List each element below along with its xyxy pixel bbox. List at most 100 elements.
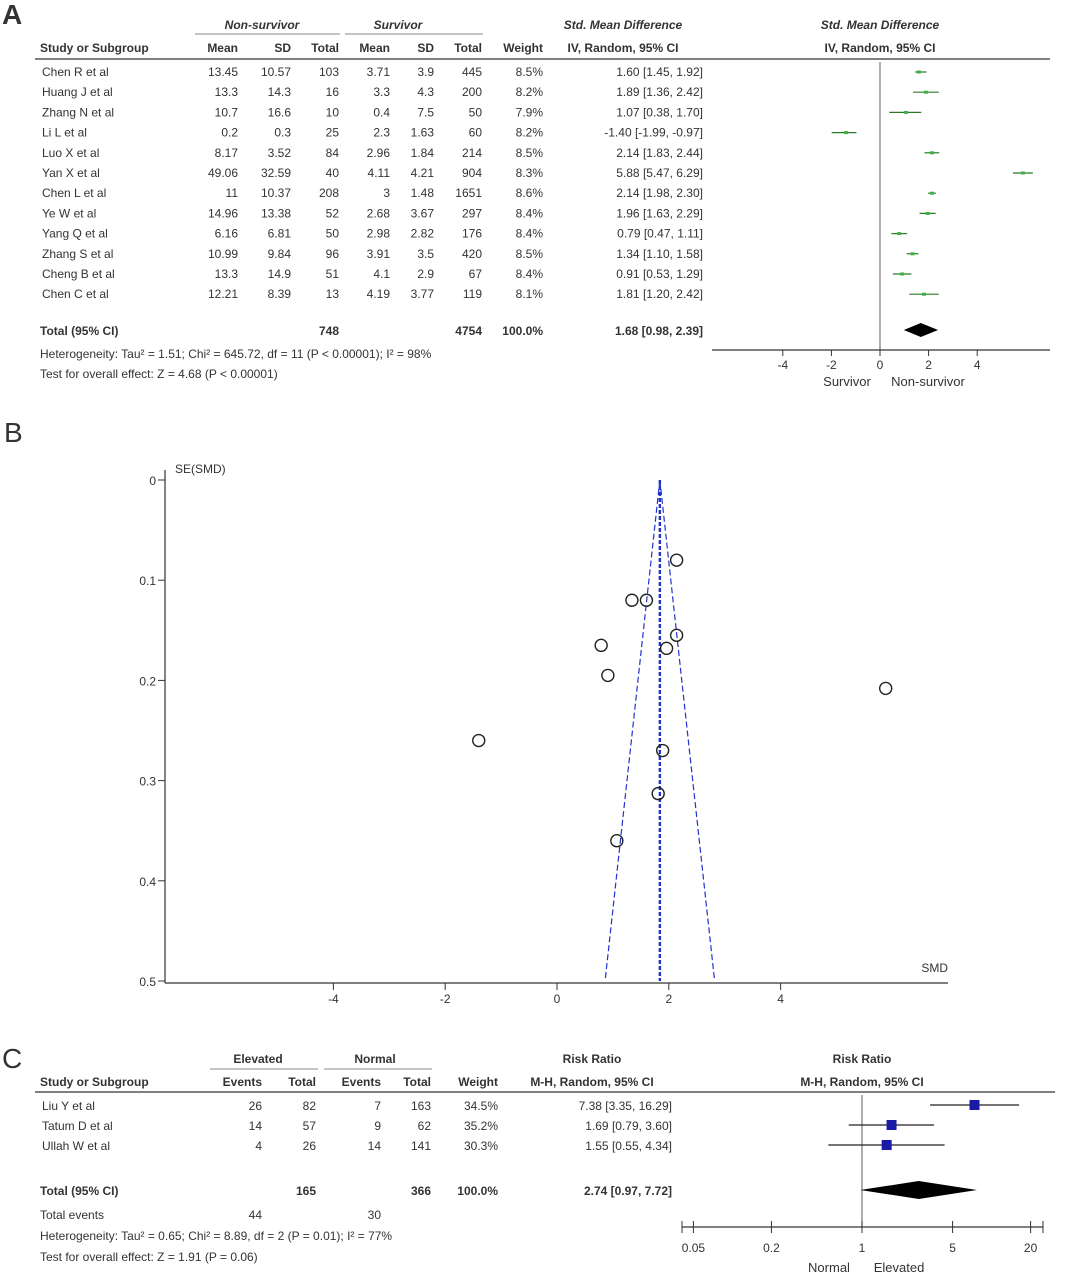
total-elevated: 26: [303, 1139, 317, 1153]
total-survivor: 445: [462, 65, 482, 79]
study-name: Ullah W et al: [42, 1139, 110, 1153]
total-survivor: 176: [462, 227, 482, 241]
sd-survivor: 4.3: [417, 85, 434, 99]
sd-survivor: 1.48: [411, 186, 435, 200]
total-nonsurvivor: 40: [326, 166, 340, 180]
panel-b: B 0 0.1 0.2 0.3 0.4 0.5 -4 -2 0 2 4 SE(SMD) SMD: [4, 417, 948, 1006]
panel-a-forest-plot: -4 -2 0 2 4 Survivor Non-survivor: [712, 62, 1050, 389]
total-survivor: 904: [462, 166, 482, 180]
sd-nonsurvivor: 13.38: [261, 206, 291, 220]
total-n2: 4754: [455, 324, 482, 338]
effect-ci: 2.14 [1.83, 2.44]: [616, 146, 703, 160]
axis-right-label: Elevated: [874, 1260, 925, 1275]
x-tick-label: 4: [974, 358, 981, 372]
x-tick-label: 1: [859, 1241, 866, 1255]
total-nonsurvivor: 10: [326, 105, 340, 119]
c-total-ci: 2.74 [0.97, 7.72]: [584, 1184, 672, 1198]
pooled-diamond: [903, 323, 939, 337]
point-estimate: [897, 232, 902, 236]
total-normal: 163: [411, 1099, 431, 1113]
panel-c-study-rows: Liu Y et al 26 82 7 163 34.5% 7.38 [3.35, 16.2…: [42, 1099, 672, 1153]
mean-nonsurvivor: 8.17: [215, 146, 239, 160]
panel-a-total-row: Total (95% CI) 748 4754 100.0% 1.68 [0.9…: [40, 324, 703, 338]
table-row: Yang Q et al 6.16 6.81 50 2.98 2.82 176 8.4% 0.7…: [42, 227, 703, 241]
c-col-total2: Total: [403, 1075, 431, 1089]
table-row: Huang J et al 13.3 14.3 16 3.3 4.3 200 8.2% 1.89…: [42, 85, 703, 99]
table-row: Tatum D et al 14 57 9 62 35.2% 1.69 [0.79, 3.6…: [42, 1119, 672, 1133]
c-total-weight: 100.0%: [457, 1184, 498, 1198]
sd-nonsurvivor: 10.37: [261, 186, 291, 200]
effect-ci: 1.69 [0.79, 3.60]: [585, 1119, 672, 1133]
panel-b-ylabel: SE(SMD): [175, 462, 226, 476]
sd-nonsurvivor: 32.59: [261, 166, 291, 180]
mean-nonsurvivor: 12.21: [208, 287, 238, 301]
study-point: [669, 628, 684, 643]
study-name: Yang Q et al: [42, 227, 108, 241]
c-total-n2: 366: [411, 1184, 431, 1198]
total-survivor: 119: [463, 287, 482, 301]
mean-nonsurvivor: 14.96: [208, 206, 238, 220]
mean-survivor: 3: [383, 186, 390, 200]
weight: 8.1%: [516, 287, 544, 301]
x-tick-label: 0: [554, 992, 561, 1006]
panel-c-column-headers: Study or Subgroup Events Total Events To…: [40, 1075, 924, 1089]
point-estimate: [916, 70, 921, 74]
total-nonsurvivor: 96: [326, 247, 340, 261]
c-col-events1: Events: [223, 1075, 263, 1089]
total-survivor: 60: [469, 126, 483, 140]
total-nonsurvivor: 50: [326, 227, 340, 241]
panel-a-column-headers: Study or Subgroup Mean SD Total Mean SD …: [40, 41, 935, 55]
x-tick-label: 2: [665, 992, 672, 1006]
total-nonsurvivor: 16: [326, 85, 340, 99]
sd-nonsurvivor: 9.84: [268, 247, 292, 261]
table-row: Chen C et al 12.21 8.39 13 4.19 3.77 119 8.1% 1.…: [42, 287, 703, 301]
point-estimate: [904, 110, 909, 114]
point-estimate: [886, 1120, 897, 1130]
study-point: [639, 593, 654, 607]
col-plot-method: IV, Random, 95% CI: [825, 41, 936, 55]
effect-ci: 2.14 [1.98, 2.30]: [616, 186, 703, 200]
mean-nonsurvivor: 0.2: [221, 126, 238, 140]
y-tick-label: 0.4: [139, 875, 156, 889]
sd-survivor: 7.5: [417, 105, 434, 119]
x-tick-label: 20: [1024, 1241, 1038, 1255]
panel-c-overall-effect: Test for overall effect: Z = 1.91 (P = 0…: [40, 1250, 258, 1264]
sd-nonsurvivor: 3.52: [268, 146, 292, 160]
y-tick-label: 0.2: [139, 674, 156, 688]
study-name: Yan X et al: [42, 166, 100, 180]
mean-nonsurvivor: 10.99: [208, 247, 238, 261]
c-events-e1: 44: [249, 1208, 263, 1222]
sd-survivor: 3.77: [411, 287, 435, 301]
total-survivor: 297: [462, 206, 482, 220]
total-n1: 748: [319, 324, 339, 338]
table-row: Yan X et al 49.06 32.59 40 4.11 4.21 904 8.3% 5.…: [42, 166, 703, 180]
c-col-total1: Total: [288, 1075, 316, 1089]
study-name: Tatum D et al: [42, 1119, 113, 1133]
c-col-events2: Events: [342, 1075, 382, 1089]
effect-ci: 1.55 [0.55, 4.34]: [585, 1139, 672, 1153]
total-survivor: 67: [469, 267, 483, 281]
effect-ci: -1.40 [-1.99, -0.97]: [604, 126, 703, 140]
total-normal: 141: [411, 1139, 431, 1153]
study-point: [594, 638, 608, 653]
total-nonsurvivor: 103: [319, 65, 339, 79]
total-ci: 1.68 [0.98, 2.39]: [615, 324, 703, 338]
table-row: Ullah W et al 4 26 14 141 30.3% 1.55 [0.55, 4.…: [42, 1139, 672, 1153]
point-estimate: [930, 151, 935, 155]
col-weight: Weight: [503, 41, 543, 55]
sd-survivor: 4.21: [411, 166, 435, 180]
weight: 8.5%: [516, 65, 544, 79]
panel-b-xlabel: SMD: [921, 961, 948, 975]
total-normal: 62: [418, 1119, 432, 1133]
sd-survivor: 2.9: [417, 267, 434, 281]
sd-survivor: 2.82: [411, 227, 435, 241]
table-row: Chen L et al 11 10.37 208 3 1.48 1651 8.6% 2.14 …: [42, 186, 703, 200]
c-events-label: Total events: [40, 1208, 104, 1222]
study-name: Liu Y et al: [42, 1099, 95, 1113]
panel-a-group2-header: Survivor: [374, 18, 424, 32]
total-nonsurvivor: 13: [326, 287, 340, 301]
study-point: [651, 786, 665, 801]
effect-ci: 1.07 [0.38, 1.70]: [616, 105, 703, 119]
total-weight: 100.0%: [502, 324, 543, 338]
